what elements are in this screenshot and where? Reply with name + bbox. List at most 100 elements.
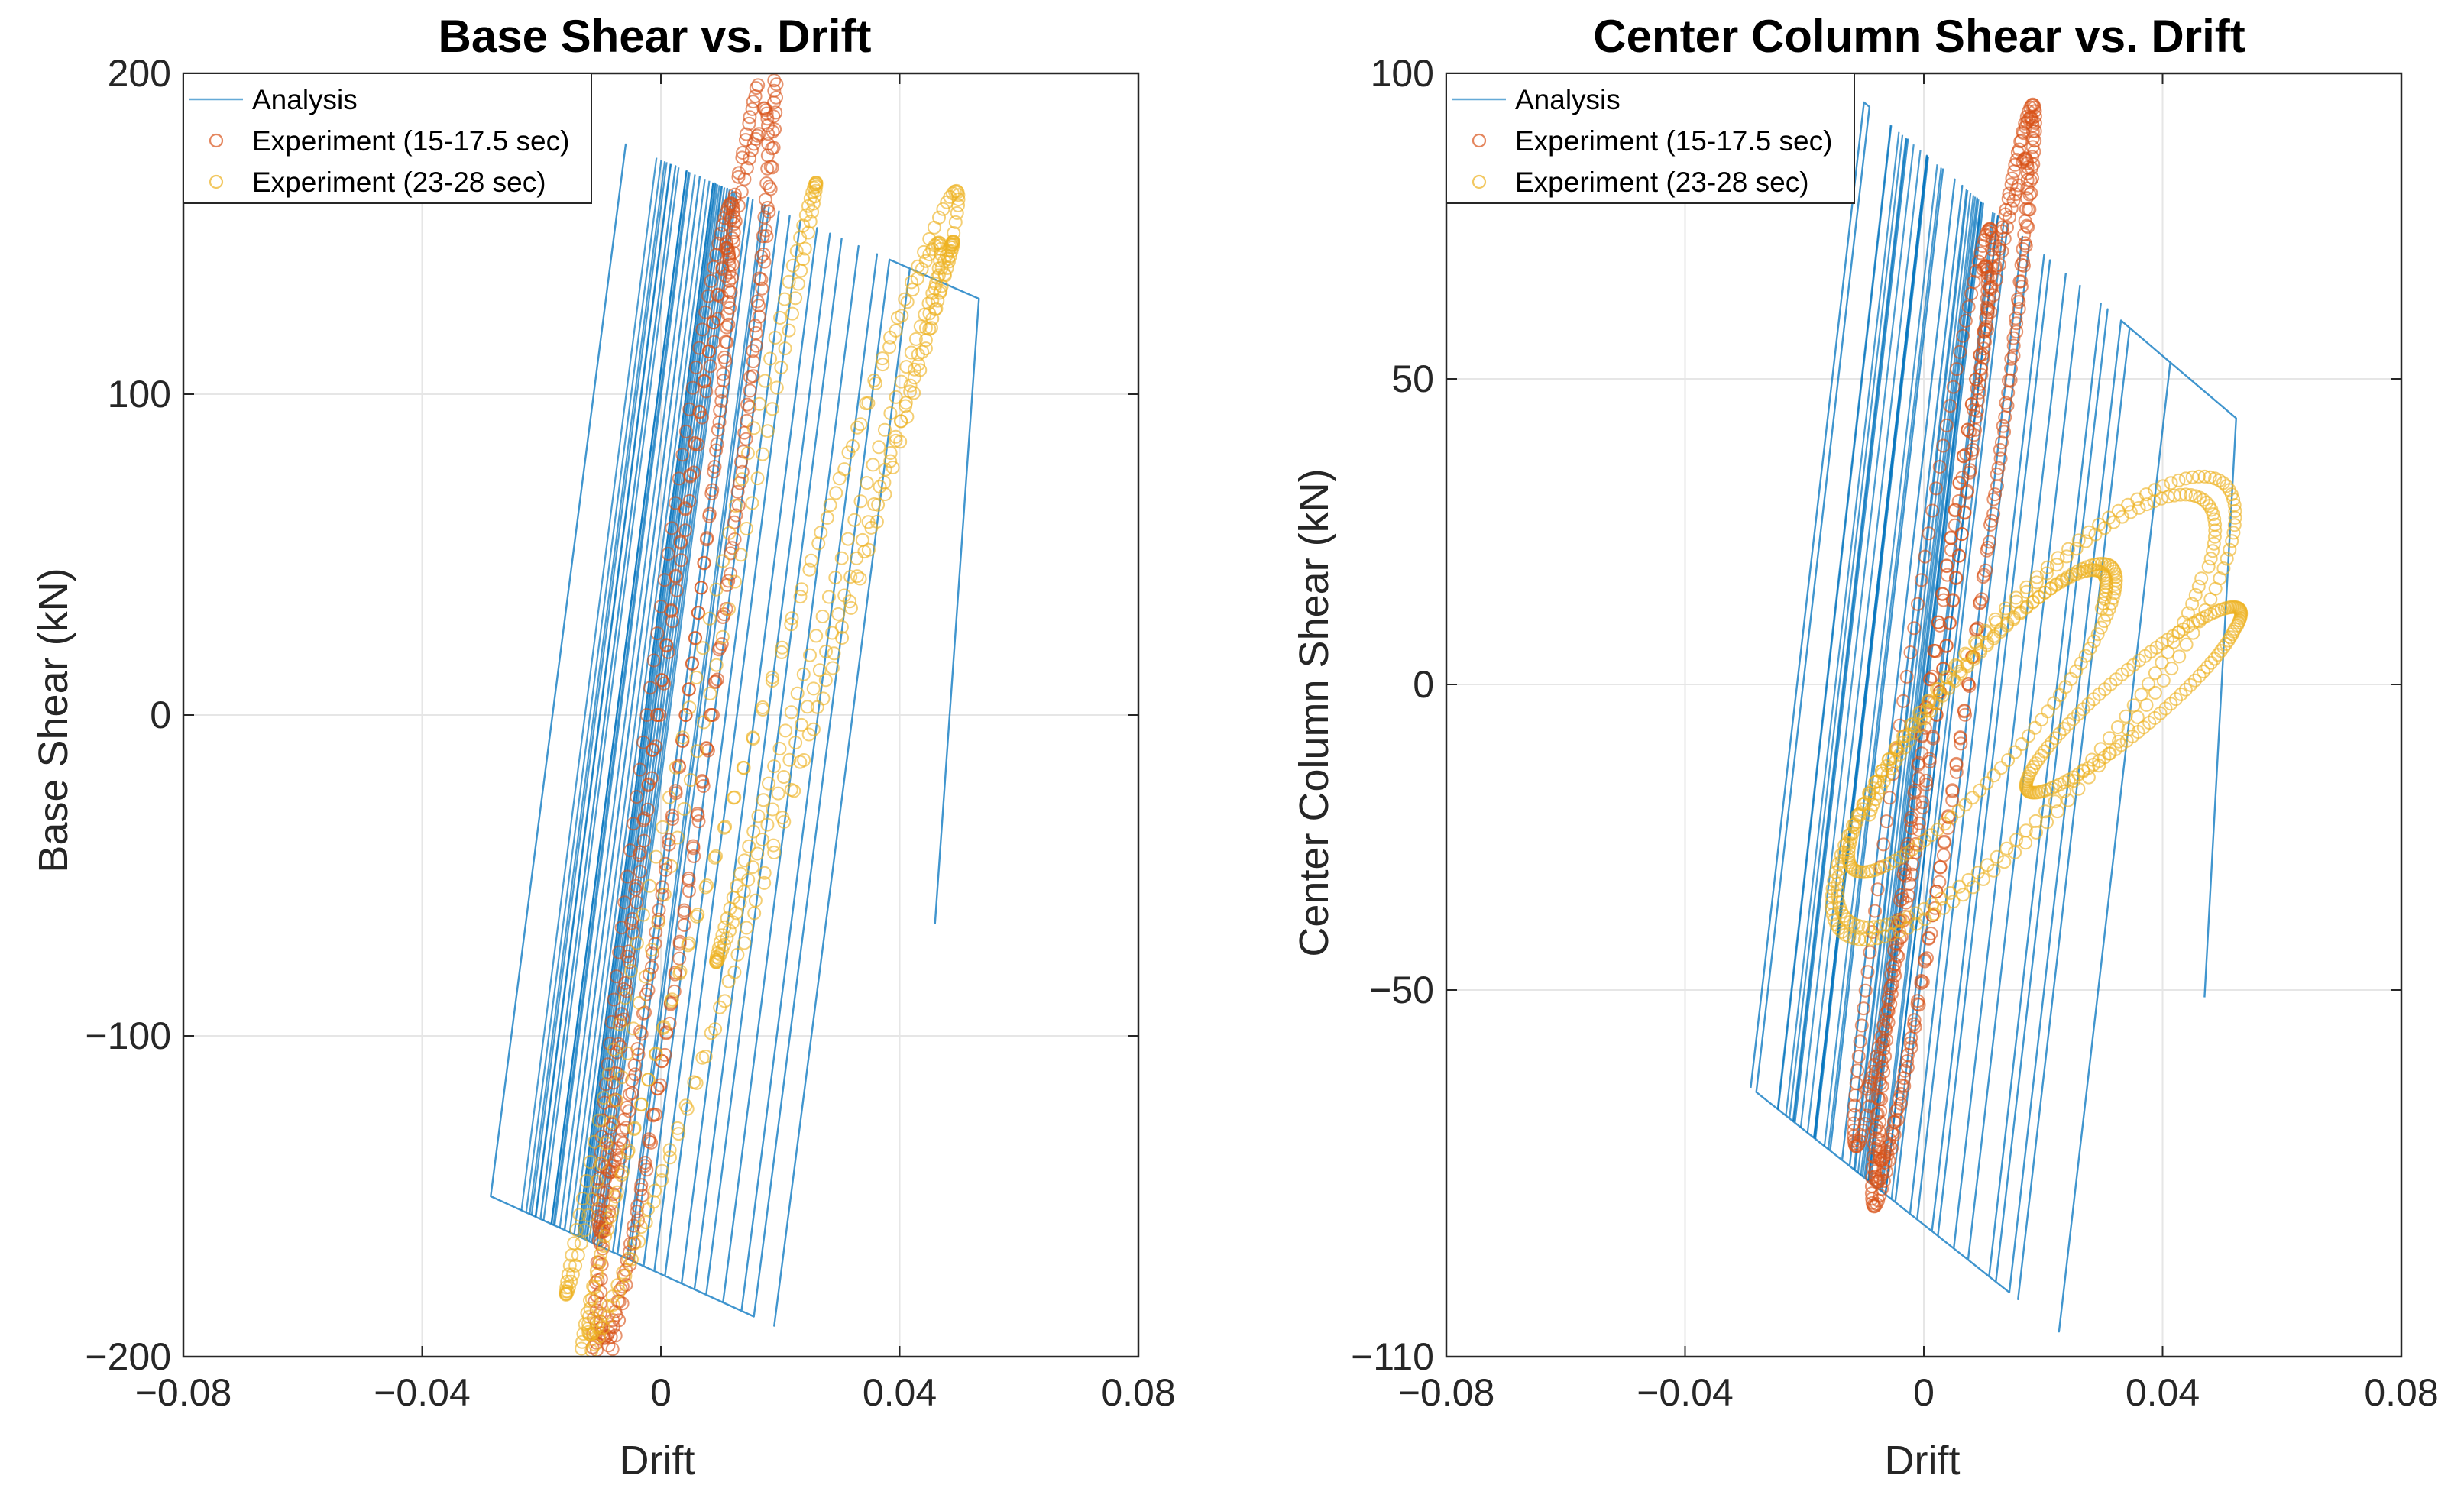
experiment-point xyxy=(604,1014,619,1029)
experiment-point xyxy=(867,373,882,387)
experiment-point xyxy=(1884,979,1899,993)
experiment-point xyxy=(2057,722,2071,736)
experiment-point xyxy=(682,884,696,898)
experiment-point xyxy=(615,1165,630,1179)
experiment-point xyxy=(1956,328,1970,343)
experiment-point xyxy=(825,626,840,640)
experiment-point xyxy=(655,1163,669,1178)
experiment-point xyxy=(1983,535,1997,549)
analysis-branch xyxy=(530,162,668,1215)
y-axis-label: Center Column Shear (kN) xyxy=(1291,468,1337,956)
experiment-point xyxy=(715,629,730,644)
experiment-point xyxy=(716,367,730,381)
experiment-point xyxy=(1870,882,1885,897)
experiment-point xyxy=(1946,380,1961,394)
experiment-point xyxy=(694,581,708,595)
experiment-point xyxy=(2081,697,2096,711)
experiment-point xyxy=(662,790,676,804)
experiment-point xyxy=(1876,837,1891,852)
experiment-point xyxy=(717,937,731,952)
experiment-point xyxy=(2187,673,2202,688)
experiment-point xyxy=(2025,140,2040,154)
experiment-point xyxy=(798,208,813,222)
experiment-point xyxy=(746,860,760,875)
experiment-point xyxy=(736,760,750,775)
experiment-point xyxy=(1867,1057,1882,1072)
experiment-point xyxy=(1961,484,1975,498)
experiment-point xyxy=(1915,975,1930,989)
experiment-point xyxy=(682,402,697,416)
experiment-point xyxy=(1909,906,1923,921)
experiment-point xyxy=(701,289,715,303)
experiment-point xyxy=(784,782,798,797)
experiment-point xyxy=(697,374,711,388)
experiment-point xyxy=(853,571,867,586)
experiment-point xyxy=(695,322,710,337)
experiment-point xyxy=(937,254,951,268)
experiment-point xyxy=(760,817,775,832)
experiment-point xyxy=(1875,1079,1889,1093)
experiment-point xyxy=(675,730,690,745)
experiment-point xyxy=(630,1205,644,1219)
experiment-point xyxy=(636,735,651,749)
experiment-point xyxy=(1907,726,1922,740)
experiment-point xyxy=(706,315,720,330)
experiment-point xyxy=(2021,202,2035,217)
experiment-point xyxy=(767,759,782,774)
experiment-point xyxy=(2126,698,2141,713)
experiment-point xyxy=(2090,627,2105,642)
experiment-point xyxy=(828,571,843,585)
experiment-point xyxy=(1986,768,2001,783)
experiment-point xyxy=(850,551,864,565)
experiment-point xyxy=(806,681,821,696)
experiment-point xyxy=(894,374,908,389)
experiment-point xyxy=(748,893,763,908)
experiment-point xyxy=(737,936,752,950)
experiment-point xyxy=(1922,752,1937,766)
experiment-point xyxy=(650,1081,665,1095)
experiment-point xyxy=(677,801,691,816)
experiment-point xyxy=(1984,513,1999,528)
experiment-point xyxy=(627,1236,642,1251)
experiment-point xyxy=(2025,131,2040,146)
experiment-point xyxy=(766,802,780,817)
experiment-point xyxy=(1980,776,1994,791)
experiment-point xyxy=(841,445,856,460)
experiment-point xyxy=(861,515,876,529)
experiment-point xyxy=(2201,559,2216,574)
experiment-point xyxy=(1933,618,1947,633)
experiment-point xyxy=(1942,616,1957,631)
experiment-point xyxy=(633,762,647,777)
experiment-point xyxy=(2018,236,2032,251)
experiment-point xyxy=(2002,186,2016,201)
experiment-point xyxy=(785,611,799,626)
experiment-point xyxy=(645,771,659,785)
experiment-point xyxy=(625,1073,639,1088)
experiment-point xyxy=(746,369,760,383)
experiment-point xyxy=(928,277,943,291)
experiment-point xyxy=(2184,488,2198,502)
experiment-point xyxy=(2192,668,2207,683)
experiment-point xyxy=(2051,551,2065,565)
experiment-point xyxy=(1844,831,1858,846)
experiment-point xyxy=(2156,479,2171,493)
experiment-point xyxy=(591,1183,606,1197)
experiment-point xyxy=(841,532,855,546)
experiment-point xyxy=(746,730,760,745)
analysis-branch xyxy=(559,174,696,1228)
experiment-point xyxy=(751,809,766,823)
experiment-point xyxy=(1870,1049,1884,1063)
experiment-point xyxy=(810,700,824,714)
y-tick-label: 100 xyxy=(1371,52,1434,95)
experiment-point xyxy=(685,657,699,671)
experiment-point xyxy=(1865,1160,1880,1175)
experiment-point xyxy=(575,1335,589,1349)
experiment-point xyxy=(1933,860,1948,875)
analysis-line xyxy=(490,143,980,1327)
experiment-point xyxy=(2164,476,2178,490)
experiment-point xyxy=(763,351,778,366)
experiment-point xyxy=(610,1066,625,1081)
experiment-point xyxy=(695,1050,710,1065)
experiment-point xyxy=(2059,549,2074,564)
experiment-point xyxy=(1868,904,1882,918)
